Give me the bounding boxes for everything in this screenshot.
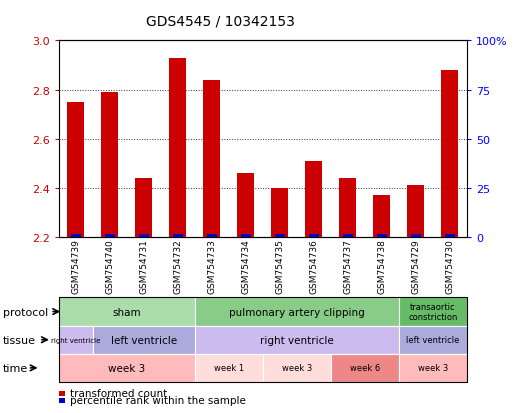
Bar: [445, 235, 455, 237]
Text: week 3: week 3: [418, 363, 448, 373]
Text: right ventricle: right ventricle: [51, 337, 101, 343]
Text: time: time: [3, 363, 28, 373]
Text: left ventricle: left ventricle: [111, 335, 177, 345]
Bar: [411, 235, 421, 237]
Bar: [173, 235, 183, 237]
Bar: [271, 188, 288, 237]
Text: transformed count: transformed count: [70, 388, 168, 398]
Bar: [340, 179, 357, 237]
Bar: [377, 235, 386, 237]
Bar: [238, 174, 254, 237]
Bar: [140, 235, 149, 237]
Text: pulmonary artery clipping: pulmonary artery clipping: [229, 307, 365, 317]
Text: sham: sham: [113, 307, 141, 317]
Text: percentile rank within the sample: percentile rank within the sample: [70, 395, 246, 405]
Text: week 1: week 1: [214, 363, 244, 373]
Text: protocol: protocol: [3, 307, 48, 317]
Text: transaortic
constriction: transaortic constriction: [408, 302, 458, 321]
Bar: [241, 235, 250, 237]
Text: week 3: week 3: [108, 363, 146, 373]
Text: right ventricle: right ventricle: [260, 335, 334, 345]
Bar: [305, 161, 322, 237]
Bar: [105, 235, 114, 237]
Bar: [169, 59, 186, 237]
Bar: [102, 93, 119, 237]
Text: tissue: tissue: [3, 335, 35, 345]
Text: left ventricle: left ventricle: [406, 335, 460, 344]
Bar: [343, 235, 352, 237]
Text: week 3: week 3: [282, 363, 312, 373]
Text: GDS4545 / 10342153: GDS4545 / 10342153: [146, 14, 295, 28]
Bar: [407, 186, 424, 237]
Bar: [309, 235, 319, 237]
Bar: [373, 196, 390, 237]
Bar: [68, 102, 85, 237]
Bar: [71, 235, 81, 237]
Bar: [207, 235, 216, 237]
Text: week 6: week 6: [350, 363, 380, 373]
Bar: [275, 235, 285, 237]
Bar: [135, 179, 152, 237]
Bar: [441, 71, 458, 237]
Bar: [204, 81, 221, 237]
